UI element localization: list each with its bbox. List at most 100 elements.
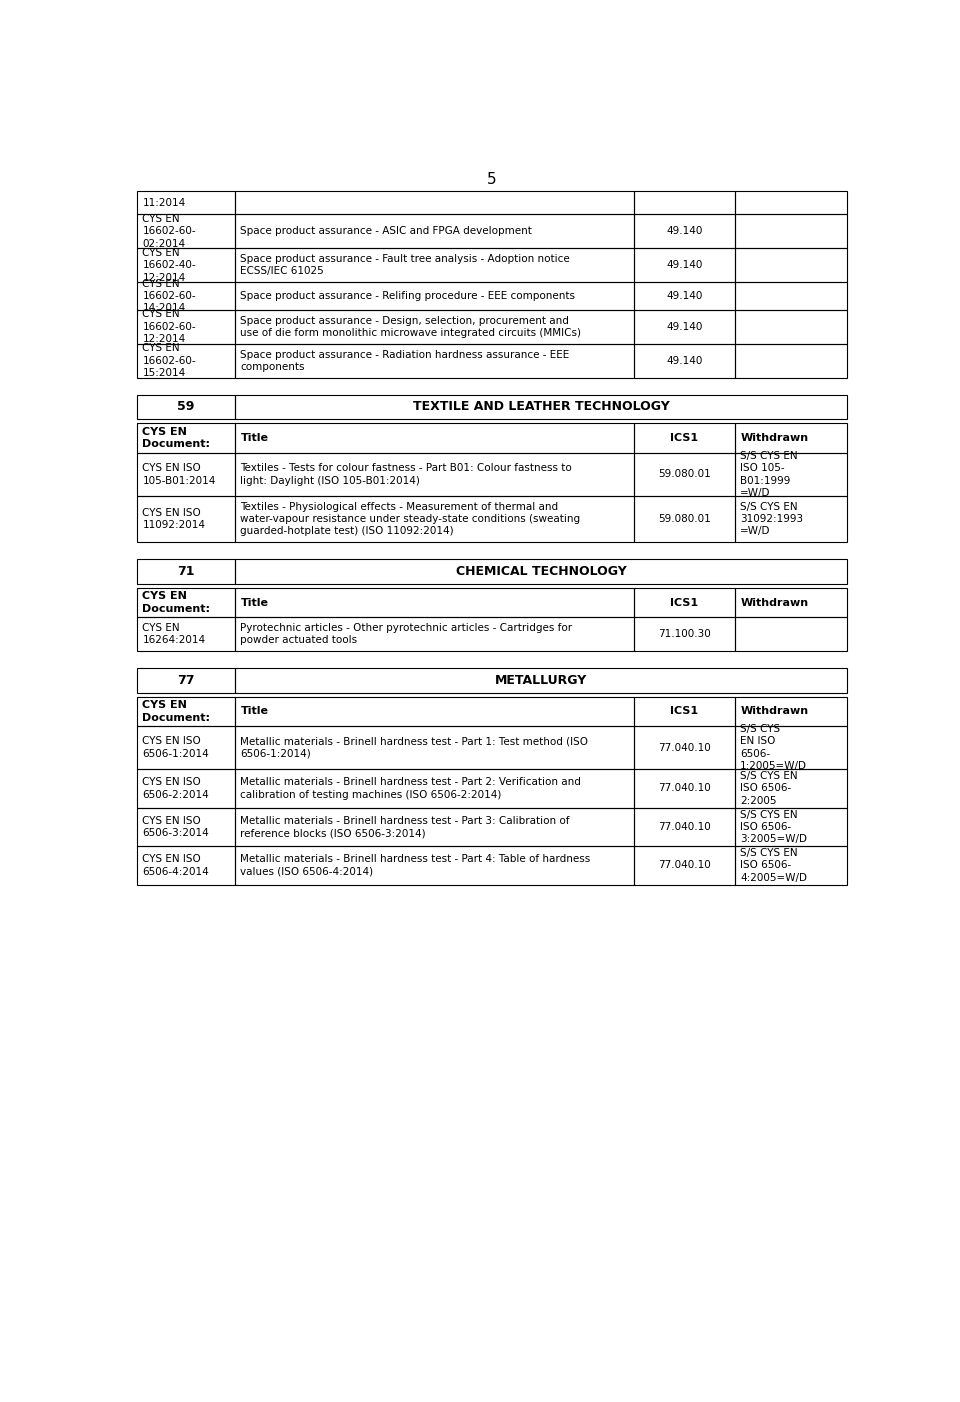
Text: Title: Title [240,707,269,716]
Text: S/S CYS
EN ISO
6506-
1:2005=W/D: S/S CYS EN ISO 6506- 1:2005=W/D [740,723,807,771]
Bar [235,847,634,885]
Text: CYS EN
16602-60-
02:2014: CYS EN 16602-60- 02:2014 [142,215,196,248]
Bar [137,808,235,847]
Bar [137,394,235,419]
Text: 77.040.10: 77.040.10 [658,822,710,831]
Bar [734,453,847,496]
Bar [235,770,634,808]
Text: Metallic materials - Brinell hardness test - Part 1: Test method (ISO
6506-1:201: Metallic materials - Brinell hardness te… [240,736,588,758]
Bar [634,808,734,847]
Bar [235,453,634,496]
Text: CYS EN
Document:: CYS EN Document: [142,428,210,449]
Bar [734,808,847,847]
Bar [734,770,847,808]
Bar [137,770,235,808]
Text: 49.140: 49.140 [666,292,703,301]
Text: Withdrawn: Withdrawn [740,597,808,607]
Text: CYS EN ISO
6506-3:2014: CYS EN ISO 6506-3:2014 [142,816,209,838]
Bar [137,667,235,693]
Text: Metallic materials - Brinell hardness test - Part 4: Table of hardness
values (I: Metallic materials - Brinell hardness te… [240,854,590,876]
Text: Title: Title [240,597,269,607]
Bar [634,847,734,885]
Bar [634,496,734,543]
Bar [634,697,734,726]
Text: 59: 59 [178,401,195,414]
Text: Textiles - Tests for colour fastness - Part B01: Colour fastness to
light: Dayli: Textiles - Tests for colour fastness - P… [240,463,572,485]
Bar [235,496,634,543]
Bar [734,587,847,617]
Bar [137,726,235,770]
Bar [634,282,734,310]
Text: Metallic materials - Brinell hardness test - Part 3: Calibration of
reference bl: Metallic materials - Brinell hardness te… [240,816,570,838]
Bar [137,697,235,726]
Text: CYS EN
16602-60-
12:2014: CYS EN 16602-60- 12:2014 [142,310,196,345]
Text: CYS EN ISO
11092:2014: CYS EN ISO 11092:2014 [142,508,205,530]
Text: S/S CYS EN
31092:1993
=W/D: S/S CYS EN 31092:1993 =W/D [740,502,804,537]
Bar [235,559,847,583]
Text: Space product assurance - Design, selection, procurement and
use of die form mon: Space product assurance - Design, select… [240,315,582,338]
Text: S/S CYS EN
ISO 6506-
2:2005: S/S CYS EN ISO 6506- 2:2005 [740,771,798,806]
Bar [235,191,634,215]
Text: CYS EN ISO
6506-2:2014: CYS EN ISO 6506-2:2014 [142,777,209,799]
Text: Space product assurance - Relifing procedure - EEE components: Space product assurance - Relifing proce… [240,292,575,301]
Text: 77.040.10: 77.040.10 [658,743,710,753]
Text: ICS1: ICS1 [670,433,699,443]
Text: CHEMICAL TECHNOLOGY: CHEMICAL TECHNOLOGY [456,565,626,578]
Text: TEXTILE AND LEATHER TECHNOLOGY: TEXTILE AND LEATHER TECHNOLOGY [413,401,669,414]
Text: Title: Title [240,433,269,443]
Bar [137,453,235,496]
Text: Pyrotechnic articles - Other pyrotechnic articles - Cartridges for
powder actuat: Pyrotechnic articles - Other pyrotechnic… [240,622,572,645]
Bar [734,617,847,651]
Bar [235,667,847,693]
Bar [235,310,634,343]
Bar [137,559,235,583]
Bar [734,343,847,377]
Text: S/S CYS EN
ISO 105-
B01:1999
=W/D: S/S CYS EN ISO 105- B01:1999 =W/D [740,450,798,498]
Bar [137,617,235,651]
Bar [137,423,235,453]
Bar [634,726,734,770]
Bar [137,282,235,310]
Bar [137,343,235,377]
Text: 49.140: 49.140 [666,356,703,366]
Text: CYS EN
Document:: CYS EN Document: [142,592,210,614]
Bar [734,697,847,726]
Bar [235,726,634,770]
Bar [634,191,734,215]
Text: 71: 71 [178,565,195,578]
Text: CYS EN ISO
6506-1:2014: CYS EN ISO 6506-1:2014 [142,736,209,758]
Text: 59.080.01: 59.080.01 [658,470,710,479]
Bar [235,282,634,310]
Text: 77: 77 [178,674,195,687]
Text: CYS EN ISO
105-B01:2014: CYS EN ISO 105-B01:2014 [142,463,216,485]
Bar [734,215,847,248]
Bar [634,343,734,377]
Bar [634,453,734,496]
Text: S/S CYS EN
ISO 6506-
3:2005=W/D: S/S CYS EN ISO 6506- 3:2005=W/D [740,809,807,844]
Bar [734,191,847,215]
Bar [235,394,847,419]
Bar [634,215,734,248]
Text: METALLURGY: METALLURGY [494,674,588,687]
Text: Space product assurance - Radiation hardness assurance - EEE
components: Space product assurance - Radiation hard… [240,349,569,372]
Text: CYS EN
16264:2014: CYS EN 16264:2014 [142,622,205,645]
Text: S/S CYS EN
ISO 6506-
4:2005=W/D: S/S CYS EN ISO 6506- 4:2005=W/D [740,848,807,883]
Text: CYS EN
16602-60-
15:2014: CYS EN 16602-60- 15:2014 [142,343,196,379]
Text: 5: 5 [487,171,497,186]
Bar [235,587,634,617]
Bar [634,587,734,617]
Bar [634,310,734,343]
Bar [137,587,235,617]
Bar [137,847,235,885]
Text: 77.040.10: 77.040.10 [658,784,710,794]
Bar [235,215,634,248]
Bar [235,248,634,282]
Bar [137,310,235,343]
Text: CYS EN
16602-60-
14:2014: CYS EN 16602-60- 14:2014 [142,279,196,314]
Bar [235,617,634,651]
Bar [634,617,734,651]
Bar [634,248,734,282]
Text: Textiles - Physiological effects - Measurement of thermal and
water-vapour resis: Textiles - Physiological effects - Measu… [240,502,581,537]
Bar [634,770,734,808]
Bar [734,496,847,543]
